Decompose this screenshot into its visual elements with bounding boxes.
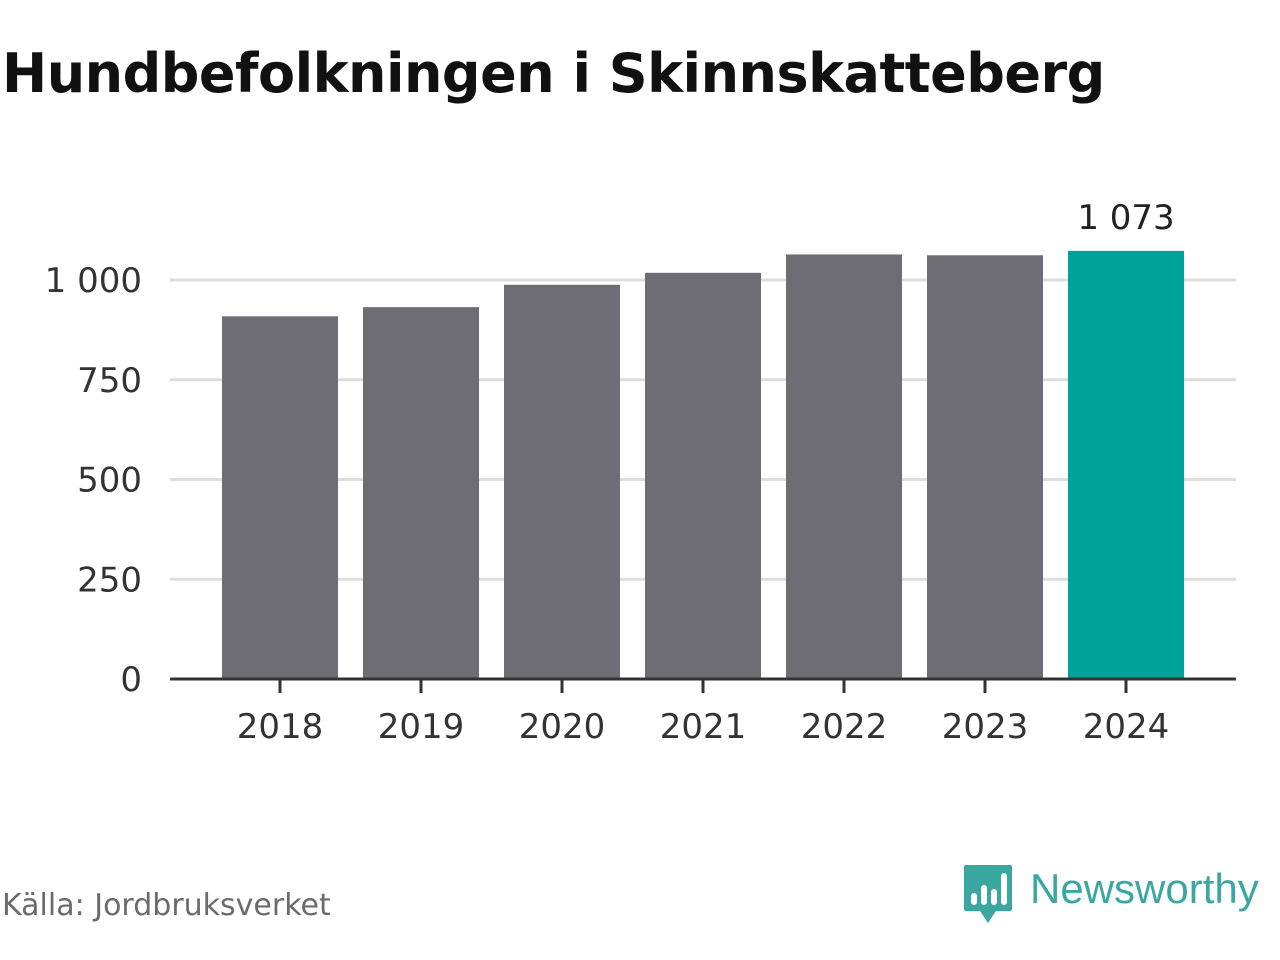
source-note: Källa: Jordbruksverket <box>2 888 331 923</box>
y-tick-label: 250 <box>77 560 142 600</box>
x-tick-label: 2018 <box>237 707 324 747</box>
x-tick-label: 2022 <box>801 707 888 747</box>
bar-2023 <box>927 255 1043 679</box>
data-label: 1 073 <box>1077 198 1174 238</box>
y-tick-label: 0 <box>120 660 142 700</box>
chart-title: Hundbefolkningen i Skinnskatteberg <box>2 42 1105 105</box>
y-tick-label: 1 000 <box>45 261 142 301</box>
y-tick-label: 750 <box>77 361 142 401</box>
brand-logo: Newsworthy <box>962 862 1259 928</box>
brand-name: Newsworthy <box>1030 865 1259 912</box>
x-tick-label: 2021 <box>660 707 747 747</box>
bar-2024 <box>1068 250 1184 680</box>
x-tick-label: 2024 <box>1083 707 1170 747</box>
bar-2018 <box>222 316 338 679</box>
x-axis <box>170 677 1236 693</box>
x-tick-label: 2023 <box>942 707 1029 747</box>
x-tick-label: 2019 <box>378 707 465 747</box>
newsworthy-logo-icon <box>964 865 1012 923</box>
x-tick-label: 2020 <box>519 707 606 747</box>
bar-2022 <box>786 254 902 680</box>
bars <box>222 250 1184 680</box>
labels: 0 250 500 750 1 000 2018 2019 2020 2021 2022 2023 2… <box>45 198 1175 747</box>
bar-2021 <box>645 272 761 679</box>
bar-2020 <box>504 284 620 679</box>
bar-2019 <box>363 307 479 679</box>
y-tick-label: 500 <box>77 461 142 501</box>
